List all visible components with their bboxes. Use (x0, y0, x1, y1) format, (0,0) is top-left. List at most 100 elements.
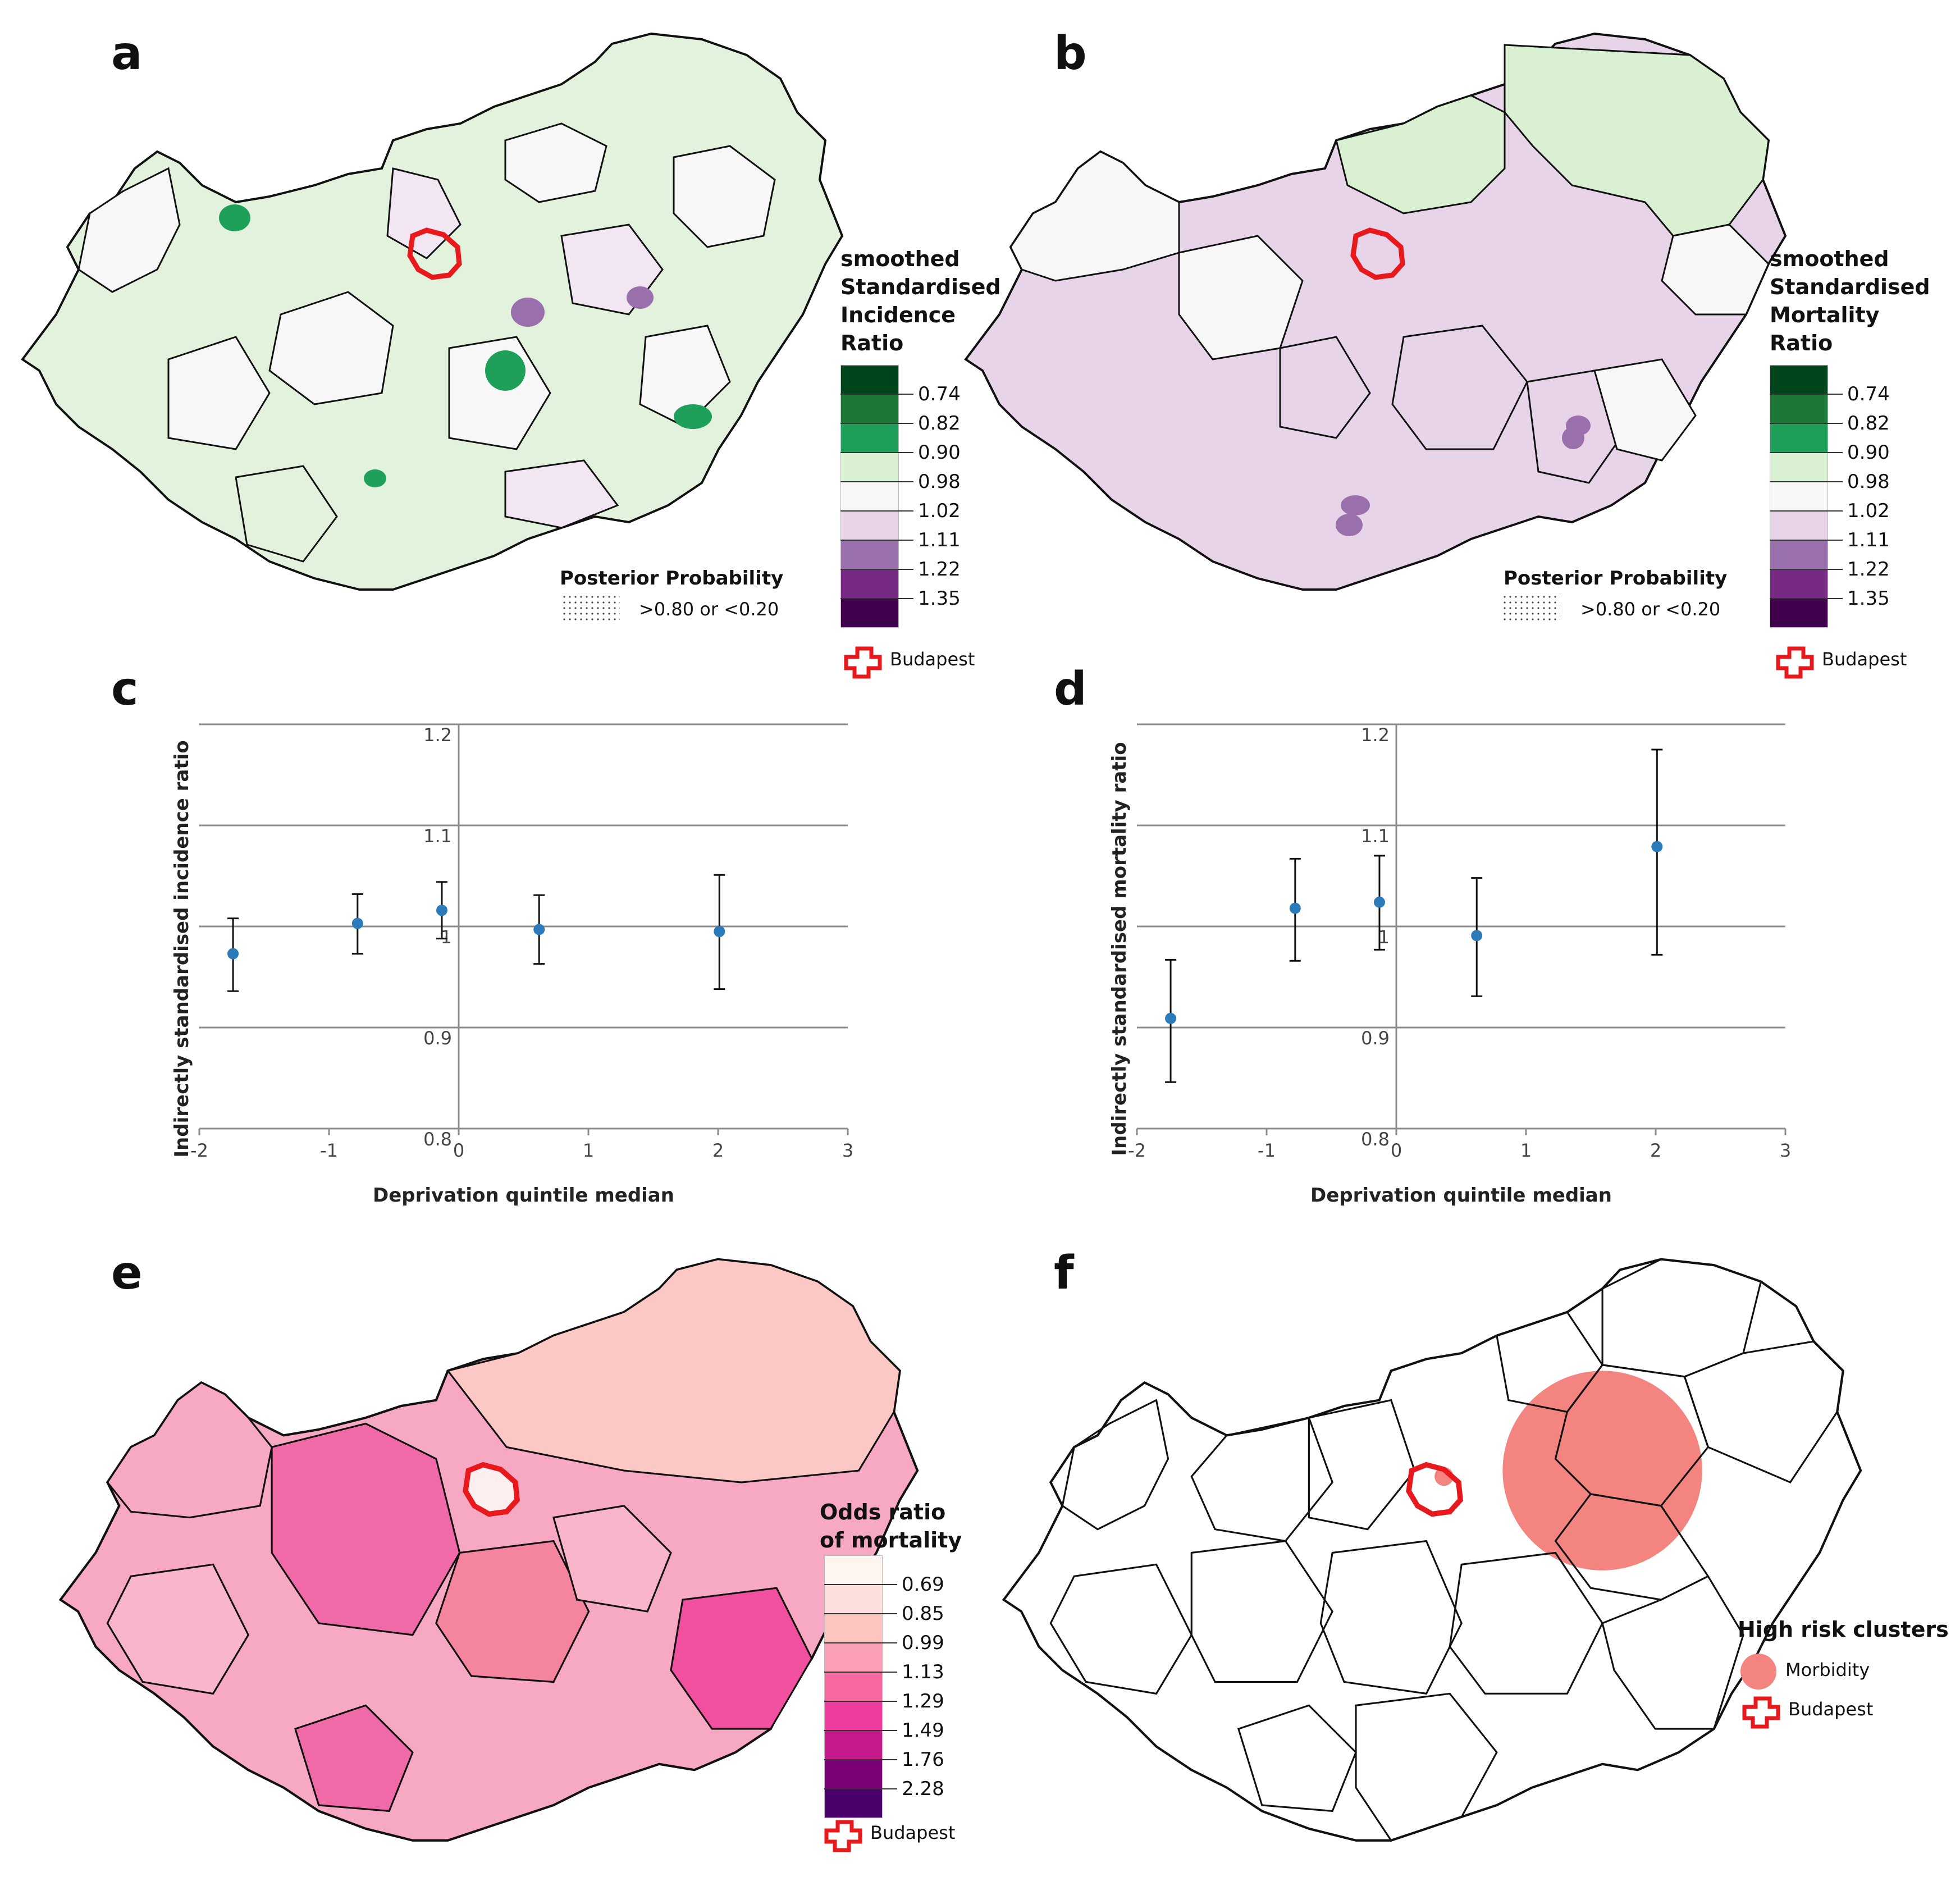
legend-swatch (1770, 394, 1828, 423)
legend-break-line (824, 1759, 897, 1760)
legend-break-line (824, 1613, 897, 1614)
legend-swatch (840, 569, 899, 599)
map-hungary-mortality (964, 32, 1787, 591)
legend-break-line (824, 1642, 897, 1643)
legend-swatch (840, 511, 899, 540)
legend-e-title: Odds ratio of mortality (820, 1500, 962, 1553)
legend-break-line (840, 452, 913, 453)
legend-break-line (840, 394, 913, 395)
posterior-swatch-a (561, 594, 620, 623)
x-tick-label: 1 (583, 1140, 594, 1161)
x-tick-label: 0 (453, 1140, 464, 1161)
legend-swatch (1770, 453, 1828, 482)
budapest-label-b: Budapest (1822, 649, 1907, 670)
legend-break-label: 1.22 (1847, 558, 1890, 581)
legend-break-label: 1.11 (1847, 529, 1890, 551)
legend-break-label: 1.49 (902, 1719, 944, 1742)
legend-break-label: 1.02 (918, 500, 961, 522)
legend-swatch (840, 365, 899, 394)
data-point (1651, 841, 1663, 852)
y-tick-label: 1.2 (1361, 724, 1390, 746)
legend-break-label: 0.69 (902, 1573, 944, 1596)
legend-break-line (840, 598, 913, 599)
budapest-label-e: Budapest (870, 1822, 956, 1843)
legend-break-line (1770, 423, 1843, 424)
y-tick-label: 0.9 (423, 1028, 452, 1049)
panel-e-label: e (111, 1246, 143, 1300)
x-axis-title: Deprivation quintile median (373, 1184, 674, 1207)
data-point (227, 948, 239, 960)
x-tick-label: 0 (1391, 1140, 1402, 1161)
x-tick-label: -2 (190, 1140, 208, 1161)
chart-c: 0.8 0.9 1 1.1 1.2 -2 -1 0 1 2 3 Deprivation quintil… (171, 723, 853, 1207)
legend-b-title: smoothed Standardised Mortality Ratio (1770, 246, 1930, 355)
legend-swatch (824, 1789, 883, 1818)
budapest-icon (844, 646, 882, 679)
data-point (1373, 896, 1385, 908)
legend-break-line (840, 569, 913, 570)
x-tick-label: 1 (1520, 1140, 1532, 1161)
legend-swatch (824, 1760, 883, 1789)
data-point (533, 924, 545, 935)
y-axis-title: Indirectly standardised mortality ratio (1108, 742, 1131, 1156)
posterior-swatch-b (1502, 594, 1560, 623)
legend-swatch (824, 1555, 883, 1585)
y-tick-label: 0.9 (1361, 1028, 1390, 1049)
legend-break-label: 1.13 (902, 1661, 944, 1683)
legend-swatch (840, 394, 899, 423)
x-tick-label: -2 (1128, 1140, 1146, 1161)
legend-swatch (1770, 569, 1828, 599)
chart-d: 0.8 0.9 1 1.1 1.2 -2 -1 0 1 2 3 Deprivation quintil… (1108, 723, 1791, 1207)
legend-swatch (824, 1672, 883, 1701)
x-tick-label: 3 (842, 1140, 853, 1161)
data-point (436, 905, 447, 916)
legend-break-line (824, 1730, 897, 1731)
x-axis-title: Deprivation quintile median (1310, 1184, 1612, 1207)
y-tick-label: 1 (441, 926, 452, 948)
legend-break-line (840, 481, 913, 482)
map-hungary-clusters (1002, 1258, 1862, 1842)
data-point (714, 926, 725, 937)
legend-break-label: 0.98 (1847, 471, 1890, 493)
panel-d-label: d (1054, 663, 1087, 716)
legend-break-line (1770, 510, 1843, 512)
y-tick-label: 0.8 (423, 1129, 452, 1150)
morbidity-legend-swatch (1740, 1654, 1776, 1690)
legend-swatch (1770, 511, 1828, 540)
legend-break-line (840, 510, 913, 512)
budapest-label-f: Budapest (1788, 1698, 1874, 1720)
legend-break-label: 1.02 (1847, 500, 1890, 522)
legend-break-line (824, 1584, 897, 1585)
y-axis-title: Indirectly standardised incidence ratio (171, 740, 193, 1157)
posterior-title-b: Posterior Probability (1504, 567, 1728, 590)
legend-swatch (1770, 540, 1828, 569)
data-point (1471, 930, 1483, 942)
legend-swatch (1770, 365, 1828, 394)
legend-break-line (1770, 569, 1843, 570)
legend-break-line (840, 540, 913, 541)
legend-swatch (840, 453, 899, 482)
posterior-title-a: Posterior Probability (560, 567, 784, 590)
legend-break-label: 0.99 (902, 1632, 944, 1654)
posterior-label-b: >0.80 or <0.20 (1580, 599, 1721, 620)
legend-break-line (1770, 452, 1843, 453)
morbidity-cluster (1502, 1371, 1702, 1570)
panel-f-label: f (1054, 1246, 1074, 1300)
legend-break-line (1770, 598, 1843, 599)
map-outline (21, 32, 844, 591)
legend-break-label: 0.82 (918, 412, 961, 435)
legend-break-label: 1.76 (902, 1748, 944, 1771)
y-tick-label: 1 (1378, 926, 1390, 948)
y-tick-label: 1.1 (423, 825, 452, 847)
morbidity-legend-label: Morbidity (1785, 1659, 1870, 1681)
x-tick-label: 2 (712, 1140, 724, 1161)
budapest-icon (1776, 646, 1814, 679)
legend-break-label: 0.90 (1847, 441, 1890, 464)
panel-a-label: a (111, 27, 143, 80)
legend-break-line (824, 1701, 897, 1702)
legend-break-line (824, 1672, 897, 1673)
y-tick-label: 1.2 (423, 724, 452, 746)
budapest-label-a: Budapest (890, 649, 975, 670)
panel-c-label: c (111, 663, 139, 716)
y-tick-label: 0.8 (1361, 1129, 1390, 1150)
